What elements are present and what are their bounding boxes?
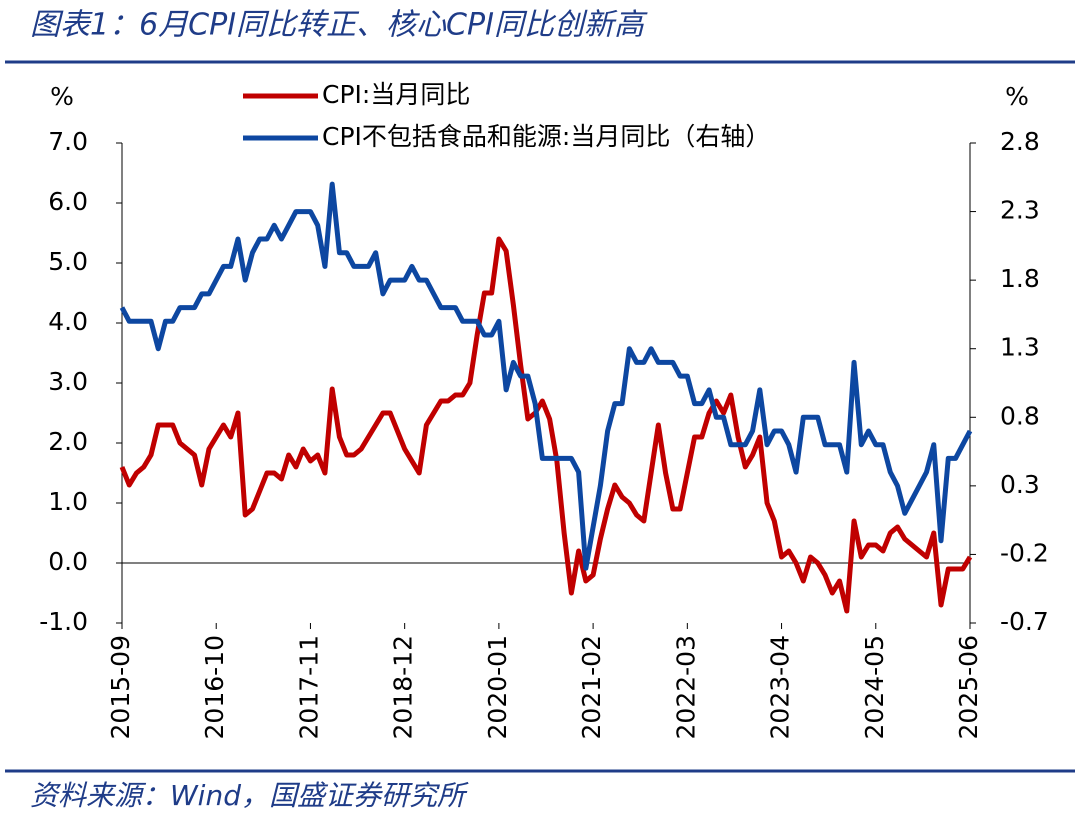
y2-tick-label: 1.3 [1000, 333, 1040, 362]
y2-tick-label: 2.3 [1000, 196, 1040, 225]
x-tick-label: 2023-04 [766, 635, 795, 739]
x-tick-label: 2020-01 [483, 635, 512, 739]
y-tick-label: 3.0 [48, 367, 88, 396]
y2-unit: % [1005, 82, 1029, 111]
y-tick-label: 7.0 [48, 127, 88, 156]
y-unit: % [50, 82, 74, 111]
y-tick-label: 5.0 [48, 247, 88, 276]
x-tick-label: 2015-09 [106, 635, 135, 739]
y-tick-label: 2.0 [48, 427, 88, 456]
y2-tick-label: -0.2 [1000, 538, 1049, 567]
y2-tick-label: -0.7 [1000, 607, 1049, 636]
x-tick-label: 2024-05 [860, 635, 889, 739]
y2-tick-label: 2.8 [1000, 127, 1040, 156]
y-tick-label: -1.0 [39, 607, 88, 636]
series-line [119, 181, 973, 571]
y-tick-label: 4.0 [48, 307, 88, 336]
x-tick-label: 2016-10 [200, 635, 229, 739]
x-tick-label: 2022-03 [671, 635, 700, 739]
y-tick-label: 6.0 [48, 187, 88, 216]
source: 资料来源：Wind，国盛证券研究所 [30, 779, 469, 812]
legend-label: CPI不包括食品和能源:当月同比（右轴） [322, 122, 770, 151]
chart-title: 图表1：6月CPI同比转正、核心CPI同比创新高 [30, 8, 648, 43]
y-tick-label: 1.0 [48, 487, 88, 516]
series-line [119, 236, 973, 614]
y-tick-label: 0.0 [48, 547, 88, 576]
y2-tick-label: 0.3 [1000, 470, 1040, 499]
x-tick-label: 2017-11 [294, 635, 323, 739]
x-tick-label: 2021-02 [577, 635, 606, 739]
y2-tick-label: 0.8 [1000, 401, 1040, 430]
x-tick-label: 2025-06 [954, 635, 983, 739]
x-tick-label: 2018-12 [389, 635, 418, 739]
y2-tick-label: 1.8 [1000, 264, 1040, 293]
legend-label: CPI:当月同比 [322, 80, 470, 109]
